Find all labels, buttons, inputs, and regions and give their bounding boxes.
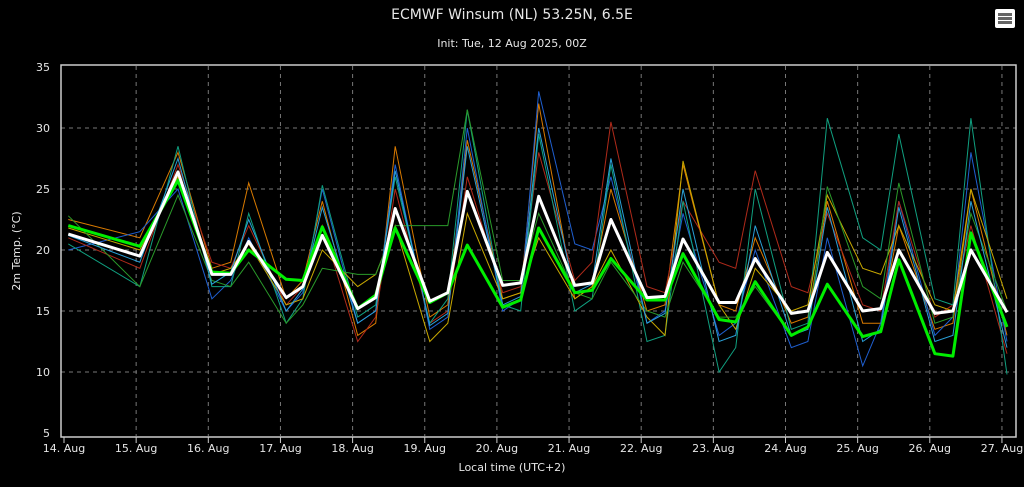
- y-tick-label: 35: [36, 61, 50, 74]
- ensemble-mean-line: [67, 170, 1009, 315]
- x-tick-label: 18. Aug: [331, 442, 373, 455]
- y-tick-label: 30: [36, 122, 50, 135]
- y-axis-label: 2m Temp. (°C): [10, 211, 23, 290]
- y-tick-label: 25: [36, 183, 50, 196]
- y-tick-label: 5: [43, 427, 50, 440]
- chart-title: ECMWF Winsum (NL) 53.25N, 6.5E: [391, 7, 633, 23]
- y-tick-label: 15: [36, 305, 50, 318]
- y-tick-label: 10: [36, 366, 50, 379]
- ensemble-member-5-line: [68, 160, 1008, 343]
- control-line: [67, 179, 1009, 358]
- x-axis-label: Local time (UTC+2): [459, 461, 566, 474]
- x-tick-label: 20. Aug: [476, 442, 518, 455]
- x-tick-label: 27. Aug: [981, 442, 1023, 455]
- x-tick-label: 26. Aug: [909, 442, 951, 455]
- chart-subtitle: Init: Tue, 12 Aug 2025, 00Z: [437, 37, 587, 50]
- x-tick-label: 16. Aug: [187, 442, 229, 455]
- plot-frame: [60, 64, 1017, 438]
- x-tick-label: 19. Aug: [404, 442, 446, 455]
- hamburger-menu-icon[interactable]: [995, 9, 1015, 28]
- x-tick-label: 17. Aug: [259, 442, 301, 455]
- x-tick-label: 25. Aug: [836, 442, 878, 455]
- x-tick-label: 24. Aug: [764, 442, 806, 455]
- x-tick-label: 15. Aug: [115, 442, 157, 455]
- x-tick-label: 21. Aug: [548, 442, 590, 455]
- x-tick-label: 14. Aug: [43, 442, 85, 455]
- x-tick-label: 23. Aug: [692, 442, 734, 455]
- y-tick-label: 20: [36, 244, 50, 257]
- x-tick-label: 22. Aug: [620, 442, 662, 455]
